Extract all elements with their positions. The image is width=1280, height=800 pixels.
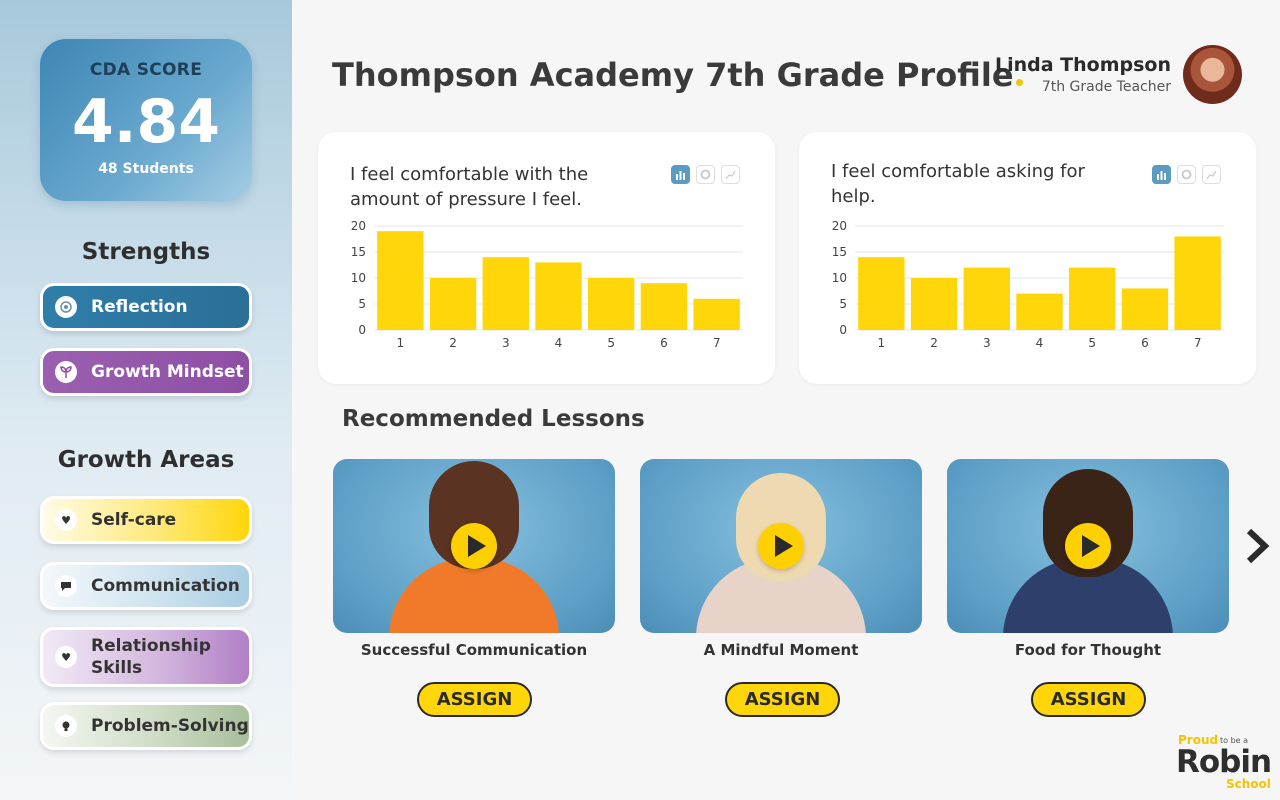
y-tick-label: 20 [832,219,847,233]
x-tick-label: 2 [449,336,457,350]
bar[interactable] [693,298,740,330]
x-tick-label: 6 [1141,336,1149,350]
avatar[interactable] [1183,45,1242,104]
y-tick-label: 20 [351,219,366,233]
sprout-icon [55,361,77,383]
assign-button[interactable]: ASSIGN [725,682,840,717]
x-tick-label: 3 [983,336,991,350]
lesson-video-thumbnail[interactable] [333,459,615,633]
strength-label: Growth Mindset [91,362,244,382]
cda-score-card: CDA SCORE 4.84 48 Students [40,39,252,201]
bar[interactable] [482,257,529,330]
growth-area-self-care[interactable]: ♥ Self-care [40,496,252,544]
x-tick-label: 3 [502,336,510,350]
lotus-icon [55,296,77,318]
title-dot [1015,79,1023,86]
x-tick-label: 6 [660,336,668,350]
lightbulb-icon [55,715,77,737]
play-icon[interactable] [451,523,497,569]
presenter-figure [389,558,559,633]
y-tick-label: 5 [358,297,366,311]
play-icon[interactable] [1065,523,1111,569]
robin-school-logo: Proud to be a Robin School [1176,733,1272,791]
bar[interactable] [535,262,582,330]
growth-area-label: Self-care [91,510,177,530]
bar[interactable] [588,278,635,330]
student-count: 48 Students [98,161,194,177]
chart-question: I feel comfortable asking for help. [831,161,1085,207]
bar[interactable] [1016,293,1063,330]
score-label: CDA SCORE [89,60,203,80]
donut-chart-icon[interactable] [696,165,715,184]
strength-reflection[interactable]: Reflection [40,283,252,331]
line-chart-icon[interactable] [721,165,740,184]
speech-bubble-icon [55,575,77,597]
x-tick-label: 5 [1088,336,1096,350]
y-tick-label: 10 [832,271,847,285]
bar-chart-icon[interactable] [1152,165,1171,184]
y-tick-label: 5 [839,297,847,311]
sidebar: CDA SCORE 4.84 48 Students Strengths Ref… [0,0,292,800]
lesson-title: Food for Thought [1014,641,1162,659]
strength-label: Reflection [91,297,188,317]
strength-growth-mindset[interactable]: Growth Mindset [40,348,252,396]
bar[interactable] [640,283,688,330]
line-chart-icon[interactable] [1202,165,1221,184]
bar[interactable] [1069,267,1116,330]
strengths-title: Strengths [81,239,211,265]
growth-area-label: Communication [91,576,240,596]
bar[interactable] [377,231,424,330]
bar[interactable] [1174,236,1221,330]
teacher-name: Linda Thompson [994,54,1171,76]
x-tick-label: 1 [397,336,405,350]
lesson-video-thumbnail[interactable] [640,459,922,633]
growth-areas-title: Growth Areas [57,447,235,473]
lesson-title: A Mindful Moment [703,641,859,659]
x-tick-label: 4 [555,336,563,350]
growth-area-communication[interactable]: Communication [40,562,252,610]
bar-chart-icon[interactable] [671,165,690,184]
chevron-right-icon[interactable] [1243,526,1271,566]
heart-icon: ♥ [55,509,77,531]
growth-area-problem-solving[interactable]: Problem-Solving [40,702,252,750]
x-tick-label: 5 [607,336,615,350]
y-tick-label: 10 [351,271,366,285]
bar[interactable] [429,278,477,330]
handshake-heart-icon: ♥ [55,646,77,668]
x-tick-label: 7 [1194,336,1202,350]
bar[interactable] [963,267,1010,330]
x-tick-label: 2 [930,336,938,350]
chart-card-asking-help: I feel comfortable asking for help. 0 5 10… [799,132,1256,384]
score-value: 4.84 [71,87,221,157]
page-title: Thompson Academy 7th Grade Profile [332,56,1023,94]
x-tick-label: 4 [1036,336,1044,350]
y-tick-label: 15 [351,245,366,259]
bar[interactable] [858,257,905,330]
bar-chart: 0 5 10 15 20 1 2 3 4 5 6 7 [832,219,1224,350]
chart-question: I feel comfortable with the amount of pr… [350,164,589,210]
y-tick-label: 15 [832,245,847,259]
bar[interactable] [1121,288,1169,330]
lesson-video-thumbnail[interactable] [947,459,1229,633]
y-tick-label: 0 [358,323,366,337]
y-tick-label: 0 [839,323,847,337]
growth-area-relationship-skills[interactable]: ♥ Relationship Skills [40,627,252,687]
x-tick-label: 1 [878,336,886,350]
assign-button[interactable]: ASSIGN [1031,682,1146,717]
chart-card-pressure: I feel comfortable with the amount of pr… [318,132,775,384]
assign-button[interactable]: ASSIGN [417,682,532,717]
growth-area-label: Problem-Solving [91,716,249,736]
bar[interactable] [910,278,958,330]
recommended-lessons-title: Recommended Lessons [342,406,645,432]
x-tick-label: 7 [713,336,721,350]
teacher-role: 7th Grade Teacher [1041,79,1171,95]
donut-chart-icon[interactable] [1177,165,1196,184]
bar-chart: 0 5 10 15 20 1 2 3 4 5 6 7 [351,219,743,350]
play-icon[interactable] [758,523,804,569]
lesson-title: Successful Communication [360,641,588,659]
growth-area-label: Relationship Skills [91,636,211,678]
